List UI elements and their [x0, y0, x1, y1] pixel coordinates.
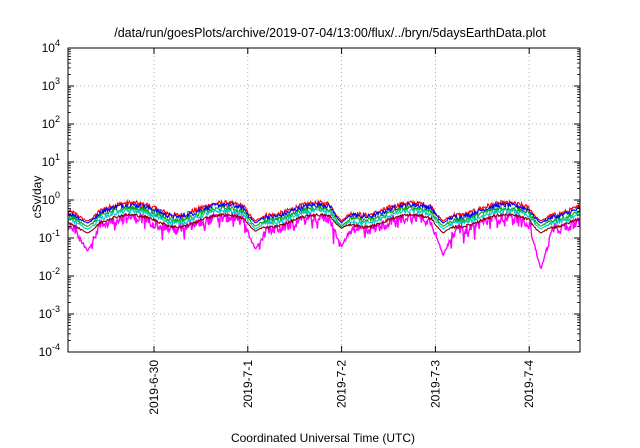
y-tick-label: 10-4: [39, 342, 60, 359]
x-tick-label: 2019-7-3: [428, 360, 442, 408]
series-lines: [67, 198, 581, 270]
x-tick-label: 2019-7-4: [522, 360, 536, 408]
x-axis-label: Coordinated Universal Time (UTC): [231, 431, 415, 445]
y-axis-label: cSv/day: [30, 176, 44, 219]
series-line: [67, 211, 581, 270]
x-tick-label: 2019-7-2: [335, 360, 349, 408]
series-line: [67, 201, 581, 224]
series-line: [67, 204, 581, 228]
y-tick-label: 100: [42, 190, 60, 207]
x-tick-label: 2019-6-30: [147, 360, 161, 415]
y-tick-label: 104: [42, 38, 60, 55]
y-tick-label: 103: [42, 76, 60, 93]
y-axis-ticks: 10-4 10-3 10-2 10-1 100 101 102 103 104: [39, 38, 580, 359]
y-tick-label: 102: [42, 114, 60, 131]
y-tick-label: 101: [42, 152, 60, 169]
y-tick-label: 10-3: [39, 304, 60, 321]
y-tick-label: 10-2: [39, 266, 60, 283]
x-axis-ticks: 2019-6-30 2019-7-1 2019-7-2 2019-7-3 2019-7-…: [147, 48, 536, 415]
series-line: [67, 207, 581, 230]
chart-title: /data/run/goesPlots/archive/2019-07-04/1…: [114, 26, 546, 40]
y-tick-label: 10-1: [39, 228, 60, 245]
series-line: [67, 212, 581, 234]
grid-lines: [68, 48, 580, 352]
x-tick-label: 2019-7-1: [241, 360, 255, 408]
